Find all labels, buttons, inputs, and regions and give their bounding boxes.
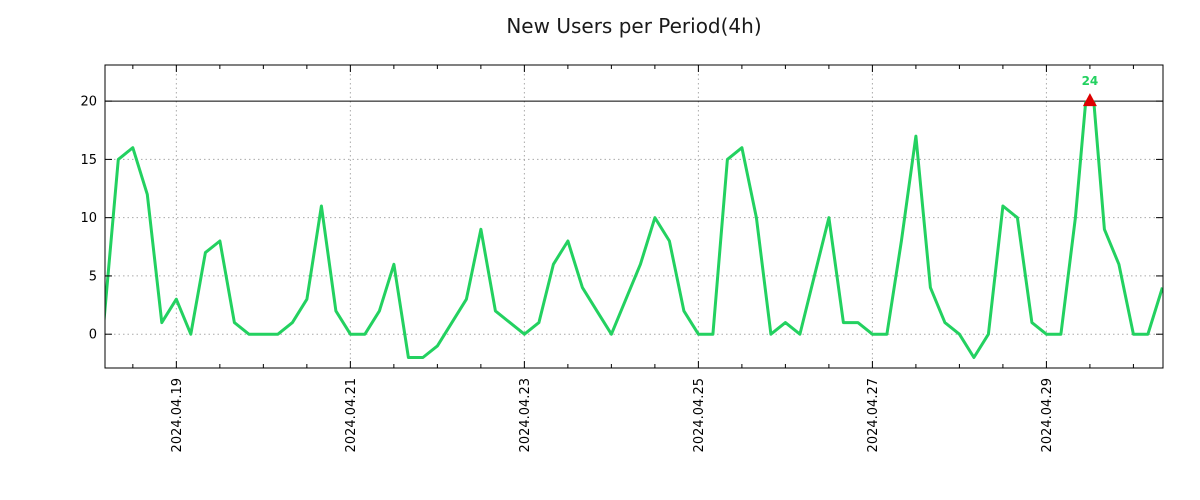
y-tick-label: 0 (89, 328, 97, 343)
y-tick-label: 5 (89, 269, 97, 284)
x-tick-labels: 2024.04.19 2024.04.21 2024.04.23 2024.04.25… (170, 378, 1055, 452)
y-tick-label: 10 (80, 211, 97, 226)
x-tick-label: 2024.04.29 (1040, 378, 1055, 452)
y-tick-label: 15 (80, 153, 97, 168)
x-tick-label: 2024.04.19 (170, 378, 185, 452)
x-tick-label: 2024.04.21 (344, 378, 359, 452)
series-line (105, 101, 1163, 359)
peak-marker-icon (1082, 93, 1097, 107)
y-tick-label: 20 (80, 95, 97, 110)
y-tick-labels: 0 5 10 15 20 (80, 95, 97, 343)
x-tick-label: 2024.04.25 (692, 378, 707, 452)
peak-value-label: 24 (1082, 74, 1099, 88)
x-tick-label: 2024.04.23 (518, 378, 533, 452)
plot-border (104, 64, 1164, 369)
x-tick-label: 2024.04.27 (866, 378, 881, 452)
chart-title: New Users per Period(4h) (506, 14, 761, 38)
axis-ticks (105, 65, 1163, 368)
gridlines (105, 65, 1163, 368)
